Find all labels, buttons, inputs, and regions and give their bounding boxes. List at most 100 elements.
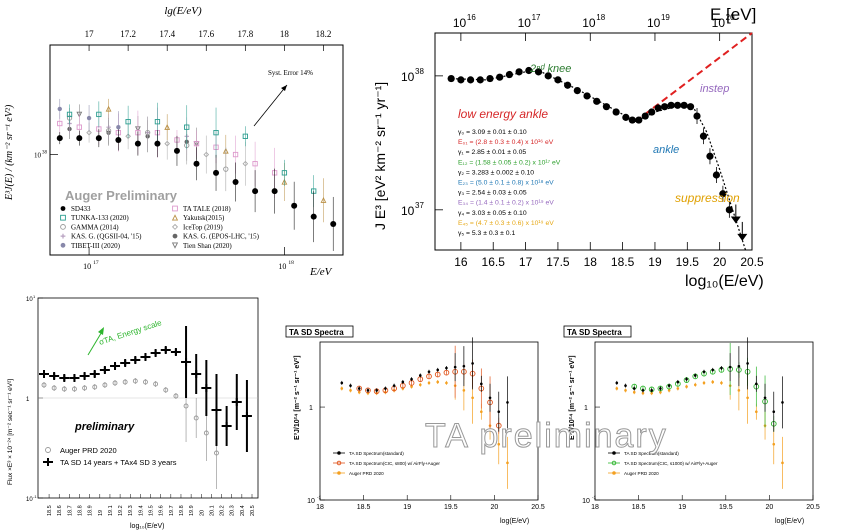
auger-title: Auger Preliminary	[65, 188, 178, 203]
p5-legend-marker	[611, 460, 617, 466]
p5-point	[781, 461, 784, 465]
auger-top-tick-label: 17.8	[237, 29, 253, 39]
p5-x-tick-label: 20	[766, 504, 774, 511]
combined-top-tick-exp: 19	[661, 13, 670, 22]
p5-x-tick-label: 18.5	[632, 504, 646, 511]
p5-x-tick-label: 19	[678, 504, 686, 511]
p4-point	[471, 362, 474, 365]
ta-es-point	[201, 384, 212, 392]
ta-es-x-tick-label: 18.5	[47, 505, 53, 516]
auger-point	[76, 111, 83, 118]
p4-x-tick-label: 18.5	[357, 504, 371, 511]
upper-limit-arrow	[737, 233, 748, 241]
second-knee-label: 2ⁿᵈ knee	[529, 63, 571, 75]
fit-param-line: γ₅ = 5.3 ± 0.3 ± 0.1	[458, 230, 515, 237]
combined-point	[706, 152, 714, 160]
auger-point	[76, 124, 82, 130]
low-energy-ankle-label: low energy ankle	[458, 107, 548, 121]
upper-limit-arrow	[730, 216, 741, 224]
fit-param-line: E₃₄ = (1.4 ± 0.1 ± 0.2) x 10¹⁹ eV	[458, 200, 554, 207]
p4-point	[445, 381, 448, 385]
auger-point	[154, 119, 161, 125]
p5-point	[755, 382, 758, 386]
combined-xlabel: log₁₀(E/eV)	[685, 273, 764, 290]
ta-es-x-tick-label: 19.3	[128, 505, 134, 516]
p4-point	[471, 396, 474, 400]
p4-point	[462, 389, 466, 392]
p4-point	[480, 410, 483, 414]
auger-point	[232, 178, 239, 185]
combined-x-tick-label: 16.5	[482, 255, 506, 269]
suppression-label: suppression	[675, 191, 740, 205]
ta-preliminary-watermark: TA preliminary	[425, 417, 668, 456]
p5-point	[657, 385, 664, 392]
preliminary-label: preliminary	[74, 421, 135, 433]
p4-legend-label: TA SD Spectrum(standard)	[349, 451, 404, 456]
auger-point	[86, 129, 92, 136]
p5-y-tick-label: 10	[582, 498, 590, 505]
combined-point	[457, 76, 465, 84]
p4-point	[384, 387, 387, 390]
ta-es-point	[211, 406, 222, 414]
combined-x-tick-label: 20	[713, 255, 727, 269]
p4-legend-label: TA SD Spectrum(CIC, s800) w/ AirFly+Auge…	[349, 461, 440, 466]
p5-point	[624, 384, 627, 387]
combined-top-label: E [eV]	[710, 5, 756, 24]
combined-point	[712, 171, 721, 179]
p4-point	[410, 385, 413, 388]
combined-point	[534, 68, 543, 76]
ta-es-x-tick-label: 18.8	[78, 505, 84, 516]
p5-point	[624, 389, 627, 392]
ta-es-point	[191, 370, 202, 378]
p4-point	[434, 371, 441, 378]
energy-scale-label: σTA, Energy scale	[98, 318, 163, 347]
auger-point	[164, 140, 171, 147]
p5-point	[772, 410, 776, 414]
p5-point	[676, 387, 680, 390]
combined-point	[573, 86, 581, 95]
combined-point	[544, 72, 552, 80]
fit-param-line: γ₀ = 3.09 ± 0.01 ± 0.10	[458, 129, 527, 136]
p5-point	[728, 365, 732, 369]
ta-es-x-tick-label: 19.9	[189, 505, 195, 516]
ta-es-point	[82, 385, 88, 391]
auger-legend-marker	[171, 223, 179, 230]
p5-point	[632, 390, 636, 394]
auger-top-tick-label: 17.6	[198, 29, 214, 39]
ta-es-point	[173, 393, 179, 399]
p4-point	[462, 364, 466, 368]
p4-point	[418, 374, 422, 377]
fit-param-line: γ₄ = 3.03 ± 0.05 ± 0.10	[458, 210, 527, 217]
p5-point	[746, 396, 749, 400]
auger-point	[320, 197, 327, 203]
auger-top-tick-label: 18.2	[316, 29, 332, 39]
p5-y-tick-label: 1	[584, 405, 588, 412]
auger-legend-label: TUNKA-133 (2020)	[71, 214, 129, 222]
auger-point	[184, 124, 190, 130]
ta-sd2-ylabel: E³J/10²⁴ [m⁻² s⁻¹ sr⁻¹ eV²]	[569, 355, 576, 440]
auger-point	[213, 130, 219, 136]
combined-point	[505, 70, 513, 79]
ta-es-legend-marker	[43, 458, 53, 466]
combined-spectrum-chart: E [eV] 16 16.5 17 17.5 18 18.5 19 19.5 20 20.510 1…	[372, 5, 764, 290]
p5-point	[711, 380, 715, 384]
ta-es-x-tick-label: 19.6	[159, 505, 165, 516]
p5-point	[720, 381, 723, 385]
auger-point	[223, 166, 229, 172]
auger-point	[203, 151, 210, 158]
syst-error-label: Syst. Error 14%	[268, 69, 313, 77]
auger-legend-label: Tien Shan (2020)	[183, 242, 232, 250]
syst-error-arrow	[253, 84, 288, 127]
auger-point	[66, 111, 73, 118]
combined-x-tick-label: 19	[648, 255, 662, 269]
ta-sd1-xlabel: log(E/eV)	[500, 518, 529, 525]
p5-legend-label: TA SD Spectrum(CIC, s1000) w/ AirFly+Aug…	[624, 461, 718, 466]
p4-point	[366, 389, 370, 392]
combined-x-tick-label: 17.5	[546, 255, 570, 269]
p4-legend-label: Auger PRD 2020	[349, 471, 384, 476]
ta-es-point	[153, 381, 159, 387]
p4-point	[340, 387, 344, 390]
combined-point	[447, 74, 455, 83]
ta-sd1-ylabel: E³J/10²⁴ [m⁻² s⁻¹ sr⁻¹ eV²]	[294, 355, 301, 440]
p4-point	[392, 384, 396, 387]
